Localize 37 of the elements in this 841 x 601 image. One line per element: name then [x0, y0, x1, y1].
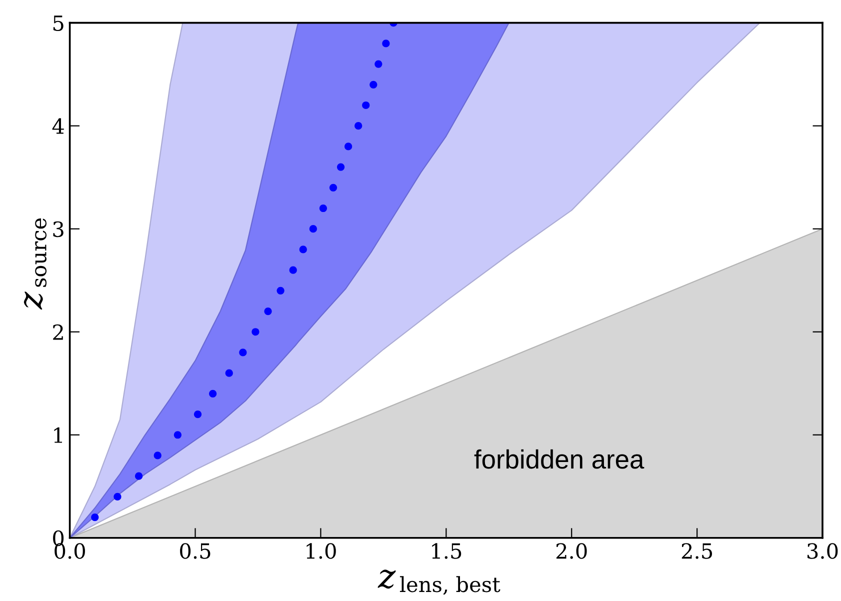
point	[114, 492, 122, 500]
y-tick-label: 2	[53, 324, 63, 340]
point	[264, 307, 272, 316]
point	[319, 204, 328, 212]
annotation: forbidden area	[474, 449, 644, 469]
point	[276, 286, 284, 294]
y-tick-label: 4	[52, 118, 64, 134]
point	[194, 410, 202, 418]
y-tick-label: 1	[54, 427, 62, 443]
point	[225, 369, 233, 377]
point	[252, 328, 260, 336]
point	[154, 452, 162, 460]
point	[370, 80, 378, 88]
x-tick-label: 1.0	[306, 543, 336, 559]
x-tick-label: 2.0	[556, 543, 587, 559]
point	[354, 122, 362, 130]
y-tick-label: 5	[53, 16, 64, 32]
x-tick-label: 1.5	[432, 543, 462, 559]
point	[382, 40, 390, 48]
point	[91, 513, 99, 522]
y-axis-title: zsource	[24, 218, 47, 310]
point	[344, 142, 352, 150]
point	[309, 225, 317, 233]
x-tick-label: 0.5	[180, 543, 210, 559]
point	[209, 390, 217, 398]
point	[329, 184, 338, 192]
point	[134, 472, 143, 480]
point	[289, 266, 297, 274]
point	[174, 431, 182, 439]
point	[374, 60, 382, 68]
point	[362, 101, 370, 110]
point	[299, 246, 307, 254]
y-tick-label: 3	[53, 221, 64, 238]
x-tick-label: 3.0	[808, 543, 838, 559]
point	[239, 348, 247, 356]
x-tick-label: 2.5	[682, 543, 712, 559]
point	[336, 163, 345, 171]
